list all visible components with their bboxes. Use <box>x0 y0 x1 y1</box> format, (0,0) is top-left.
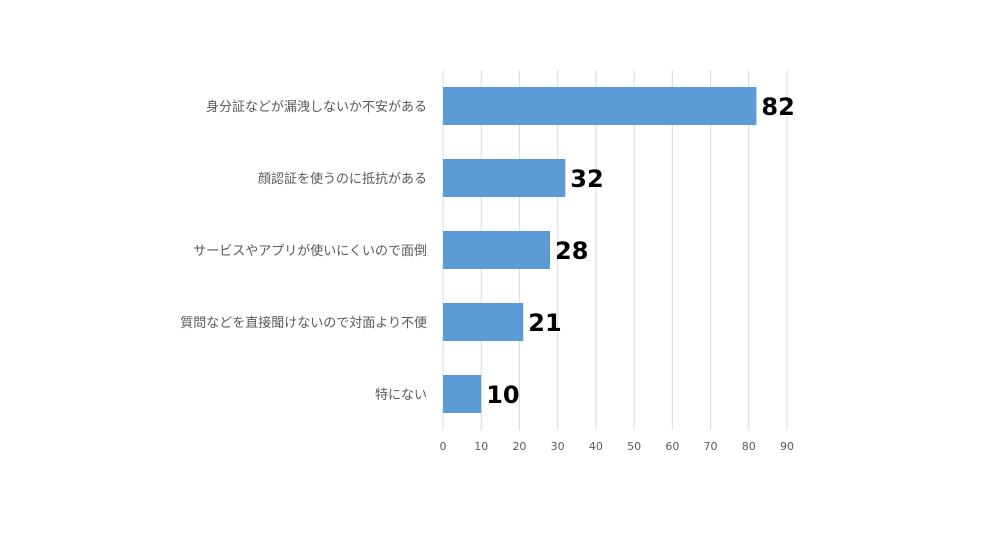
category-labels: 身分証などが漏洩しないか不安がある顔認証を使うのに抵抗があるサービスやアプリが使… <box>180 99 427 403</box>
x-axis-tick-labels: 0 10 20 30 40 50 60 70 80 90 <box>440 440 795 453</box>
x-tick-label: 60 <box>665 440 679 453</box>
bar <box>443 231 551 269</box>
x-tick-label: 20 <box>512 440 526 453</box>
x-tick-label: 0 <box>440 440 447 453</box>
x-tick-label: 90 <box>780 440 794 453</box>
data-label: 32 <box>570 165 603 193</box>
data-label: 28 <box>555 237 588 265</box>
category-label: 身分証などが漏洩しないか不安がある <box>206 99 427 115</box>
x-tick-label: 50 <box>627 440 641 453</box>
data-label: 10 <box>486 381 519 409</box>
bar <box>443 375 482 413</box>
x-tick-label: 40 <box>589 440 603 453</box>
category-label: 顔認証を使うのに抵抗がある <box>258 171 427 187</box>
category-label: 質問などを直接聞けないので対面より不便 <box>180 315 427 331</box>
data-label: 82 <box>761 93 794 121</box>
category-label: 特にない <box>375 388 427 403</box>
bar <box>443 159 566 197</box>
bar <box>443 303 524 341</box>
x-tick-label: 30 <box>551 440 565 453</box>
category-label: サービスやアプリが使いにくいので面倒 <box>193 243 427 259</box>
x-tick-label: 10 <box>474 440 488 453</box>
bars <box>443 87 757 413</box>
data-labels: 82 32 28 21 10 <box>486 93 795 409</box>
x-tick-label: 80 <box>742 440 756 453</box>
x-tick-label: 70 <box>704 440 718 453</box>
gridlines <box>442 70 788 430</box>
data-label: 21 <box>528 309 561 337</box>
bar <box>443 87 757 125</box>
